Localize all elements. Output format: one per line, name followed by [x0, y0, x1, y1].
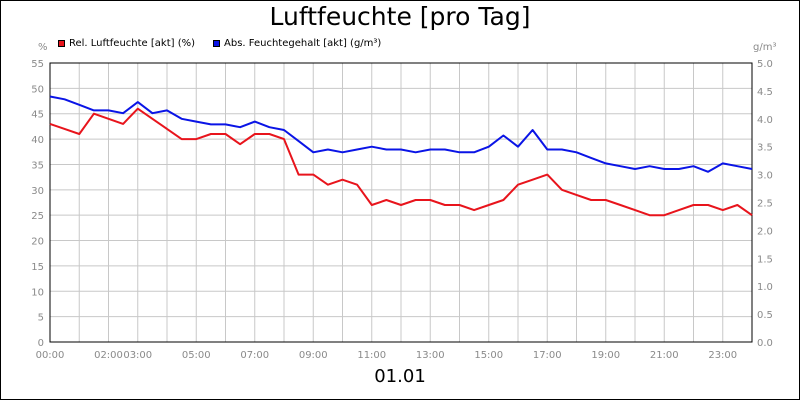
y-right-tick-label: 1.0 — [757, 282, 773, 293]
x-tick-label: 15:00 — [474, 350, 503, 361]
y-left-tick-label: 5 — [38, 313, 44, 324]
left-axis-unit: % — [38, 42, 48, 53]
y-left-tick-label: 25 — [31, 211, 44, 222]
date-label: 01.01 — [374, 366, 426, 387]
x-tick-label: 05:00 — [182, 350, 211, 361]
x-tick-label: 00:00 — [36, 350, 65, 361]
series-line-abs — [49, 95, 753, 173]
x-tick-label: 03:00 — [123, 350, 152, 361]
y-right-tick-label: 0.0 — [757, 338, 773, 349]
y-left-tick-label: 45 — [31, 110, 44, 121]
right-axis-unit: g/m³ — [753, 42, 777, 53]
legend-item-rel: Rel. Luftfeuchte [akt] (%) — [58, 38, 195, 49]
x-tick-label: 19:00 — [591, 350, 620, 361]
legend-item-abs: Abs. Feuchtegehalt [akt] (g/m³) — [213, 38, 381, 49]
y-right-tick-label: 4.5 — [757, 87, 773, 98]
y-right-tick-label: 5.0 — [757, 59, 773, 70]
x-tick-label: 21:00 — [650, 350, 679, 361]
legend-swatch-rel — [58, 40, 65, 47]
y-right-tick-label: 0.5 — [757, 310, 773, 321]
y-right-tick-label: 2.5 — [757, 199, 773, 210]
y-left-tick-label: 30 — [31, 186, 44, 197]
y-right-tick-label: 3.0 — [757, 171, 773, 182]
legend: Rel. Luftfeuchte [akt] (%) Abs. Feuchteg… — [58, 38, 399, 49]
y-right-tick-label: 4.0 — [757, 115, 773, 126]
x-tick-label: 09:00 — [299, 350, 328, 361]
y-left-tick-label: 0 — [38, 338, 44, 349]
y-right-tick-label: 2.0 — [757, 226, 773, 237]
y-right-tick-label: 3.5 — [757, 143, 773, 154]
x-tick-label: 02:00 — [94, 350, 123, 361]
y-left-tick-label: 20 — [31, 237, 44, 248]
x-tick-label: 11:00 — [357, 350, 386, 361]
y-right-tick-label: 1.5 — [757, 254, 773, 265]
legend-label-abs: Abs. Feuchtegehalt [akt] (g/m³) — [224, 38, 382, 49]
y-left-tick-label: 55 — [31, 59, 44, 70]
y-left-tick-label: 35 — [31, 160, 44, 171]
chart-title: Luftfeuchte [pro Tag] — [269, 2, 531, 31]
x-tick-label: 23:00 — [708, 350, 737, 361]
legend-label-rel: Rel. Luftfeuchte [akt] (%) — [69, 38, 196, 49]
y-left-tick-label: 15 — [31, 262, 44, 273]
y-left-tick-label: 50 — [31, 84, 44, 95]
y-left-tick-label: 10 — [31, 287, 44, 298]
y-left-tick-label: 40 — [31, 135, 44, 146]
plot-area-border — [49, 62, 753, 343]
legend-swatch-abs — [213, 40, 221, 47]
x-tick-label: 07:00 — [240, 350, 269, 361]
x-tick-label: 17:00 — [533, 350, 562, 361]
series-line-rel — [49, 107, 753, 217]
x-tick-label: 13:00 — [416, 350, 445, 361]
